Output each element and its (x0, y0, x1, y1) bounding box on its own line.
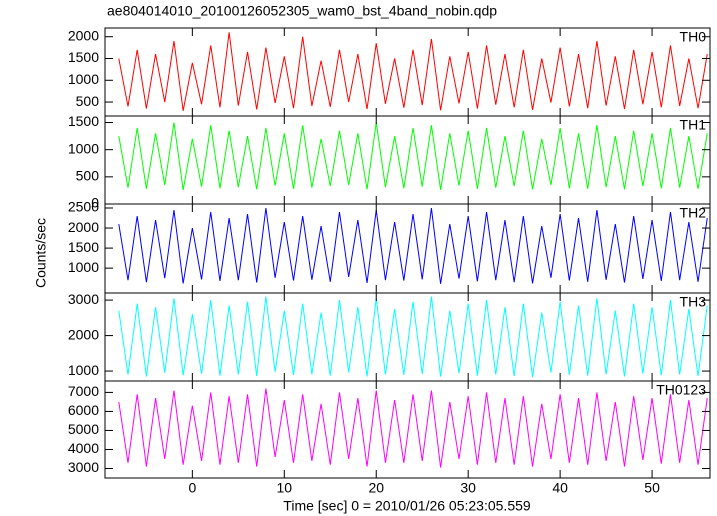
x-tick-label: 10 (277, 480, 293, 496)
legend-label: TH2 (680, 205, 707, 221)
y-tick-label: 1500 (68, 49, 99, 65)
panel-frame (104, 27, 711, 117)
y-tick-label: 1000 (68, 259, 99, 275)
y-tick-label: 4000 (68, 440, 99, 456)
x-tick-label: 0 (188, 480, 196, 496)
legend-label: TH0 (680, 29, 707, 45)
series-line (118, 207, 708, 284)
y-tick-label: 1000 (68, 140, 99, 156)
series-line (118, 32, 708, 111)
legend-label: TH1 (680, 117, 707, 133)
x-tick-label: 20 (368, 480, 384, 496)
series-line (118, 388, 708, 468)
y-tick-label: 7000 (68, 383, 99, 399)
legend-label: TH3 (680, 294, 707, 310)
y-tick-label: 2500 (68, 199, 99, 215)
y-tick-label: 1000 (68, 362, 99, 378)
y-tick-label: 3000 (68, 459, 99, 475)
series-line (118, 122, 708, 190)
y-tick-label: 1500 (68, 113, 99, 129)
x-tick-label: 40 (552, 480, 568, 496)
x-tick-label: 30 (460, 480, 476, 496)
y-tick-label: 1000 (68, 71, 99, 87)
chart-title: ae804014010_20100126052305_wam0_bst_4ban… (107, 3, 497, 19)
x-axis-label: Time [sec] 0 = 2010/01/26 05:23:05.559 (283, 498, 531, 514)
panel-frame (104, 380, 711, 479)
y-tick-label: 5000 (68, 421, 99, 437)
y-tick-label: 3000 (68, 291, 99, 307)
y-tick-label: 500 (76, 168, 100, 184)
y-axis-label: Counts/sec (33, 218, 49, 288)
legend-label: TH0123 (656, 382, 706, 398)
y-tick-label: 6000 (68, 402, 99, 418)
y-tick-label: 2000 (68, 27, 99, 43)
y-tick-label: 2000 (68, 326, 99, 342)
y-tick-label: 0 (91, 195, 99, 211)
y-tick-label: 1500 (68, 239, 99, 255)
y-tick-label: 2000 (68, 219, 99, 235)
x-tick-label: 50 (644, 480, 660, 496)
series-line (118, 296, 708, 378)
y-tick-label: 500 (76, 93, 100, 109)
